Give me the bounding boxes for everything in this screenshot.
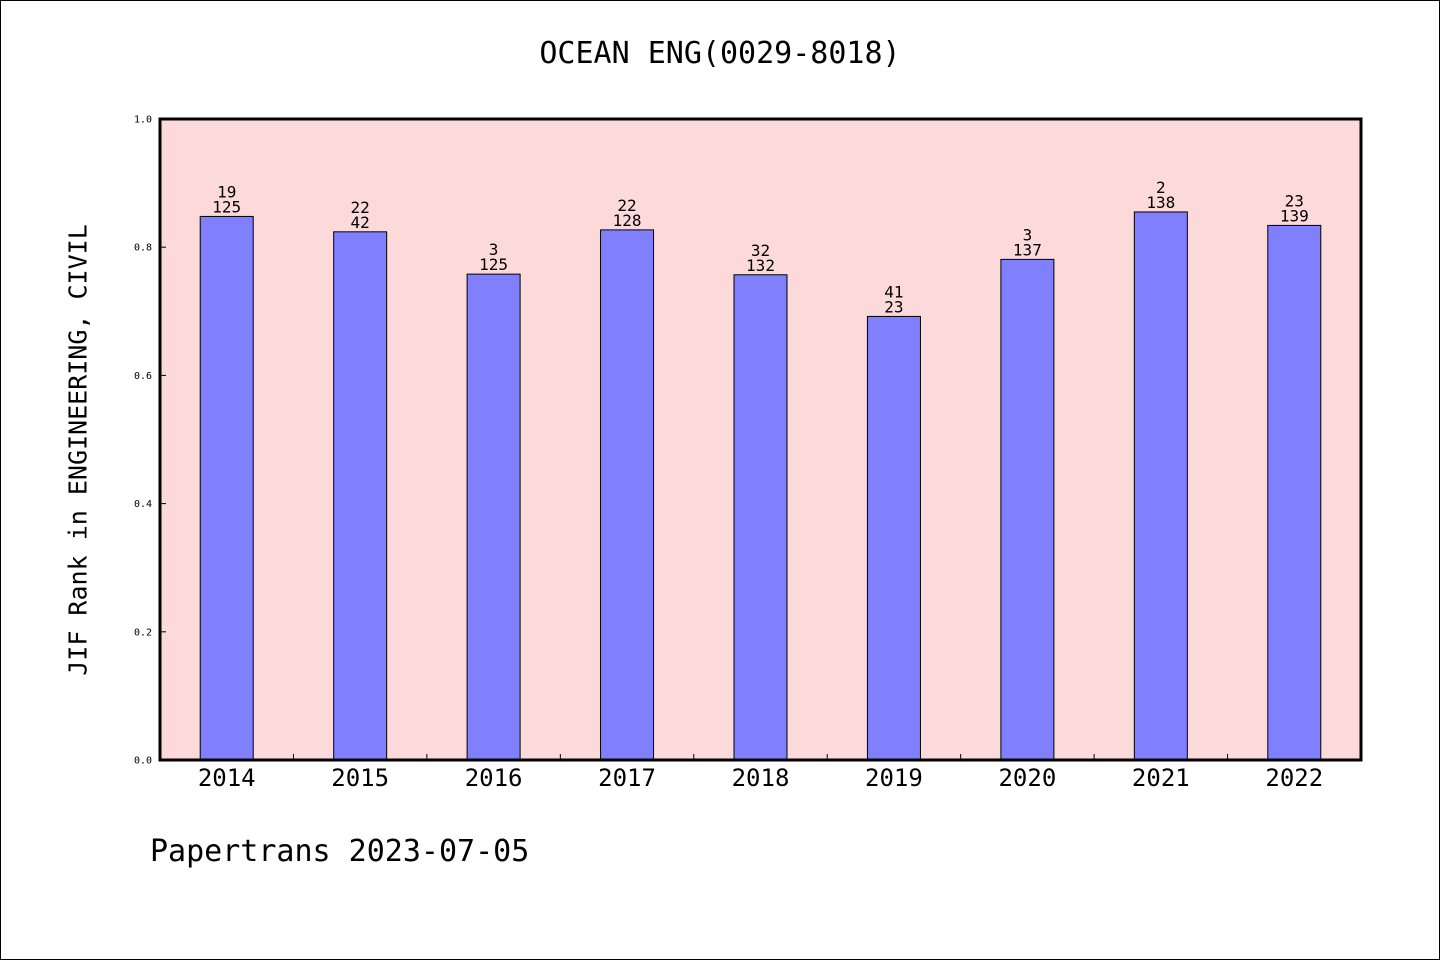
y-tick-label: 0.6 bbox=[134, 371, 152, 382]
x-tick-label: 2020 bbox=[998, 764, 1056, 792]
bar-total-label: 138 bbox=[1146, 193, 1175, 212]
bar bbox=[199, 215, 254, 761]
x-tick-label: 2019 bbox=[865, 764, 923, 792]
bar bbox=[1267, 224, 1322, 761]
y-tick-label: 0.8 bbox=[134, 243, 152, 254]
bar-total-label: 139 bbox=[1280, 206, 1309, 225]
y-tick-label: 1.0 bbox=[134, 115, 152, 126]
bar-rank-label: 23 bbox=[1285, 191, 1304, 210]
bar-rank-label: 22 bbox=[351, 198, 370, 217]
x-tick-label: 2016 bbox=[465, 764, 523, 792]
x-tick-label: 2021 bbox=[1132, 764, 1190, 792]
bar bbox=[1000, 258, 1055, 761]
x-tick-label: 2018 bbox=[732, 764, 790, 792]
plot-border bbox=[158, 117, 1363, 762]
bar-rank-label: 2 bbox=[1156, 178, 1166, 197]
bar bbox=[600, 229, 655, 761]
bar-total-label: 132 bbox=[746, 256, 775, 275]
bar-total-label: 125 bbox=[479, 255, 508, 274]
bar-rank-label: 19 bbox=[217, 182, 236, 201]
bar-total-label: 42 bbox=[351, 213, 370, 232]
bar-total-label: 137 bbox=[1013, 240, 1042, 259]
bar bbox=[733, 274, 788, 761]
x-tick-label: 2022 bbox=[1265, 764, 1323, 792]
bar bbox=[333, 231, 388, 761]
bar-total-label: 128 bbox=[613, 211, 642, 230]
bars bbox=[199, 211, 1322, 761]
bar-rank-label: 3 bbox=[489, 240, 499, 259]
bar-total-label: 125 bbox=[212, 197, 241, 216]
x-axis-ticks: 2014 2015 2016 2017 2018 2019 2020 2021 2022 bbox=[198, 754, 1323, 792]
bar-rank-label: 3 bbox=[1023, 225, 1033, 244]
footer-source-date: Papertrans 2023-07-05 bbox=[150, 834, 530, 869]
bar-total-label: 23 bbox=[884, 297, 903, 316]
bar-rank-label: 41 bbox=[884, 282, 903, 301]
bar bbox=[466, 273, 521, 761]
x-tick-label: 2017 bbox=[598, 764, 656, 792]
bar bbox=[1133, 211, 1188, 761]
y-tick-label: 0.2 bbox=[134, 627, 152, 638]
bar bbox=[866, 315, 921, 761]
x-tick-label: 2015 bbox=[331, 764, 389, 792]
bar-rank-label: 32 bbox=[751, 241, 770, 260]
x-tick-label: 2014 bbox=[198, 764, 256, 792]
y-tick-label: 0.0 bbox=[134, 756, 152, 767]
bar-rank-label: 22 bbox=[617, 196, 636, 215]
chart-title: OCEAN ENG(0029-8018) bbox=[539, 36, 901, 71]
y-tick-label: 0.4 bbox=[134, 499, 152, 510]
